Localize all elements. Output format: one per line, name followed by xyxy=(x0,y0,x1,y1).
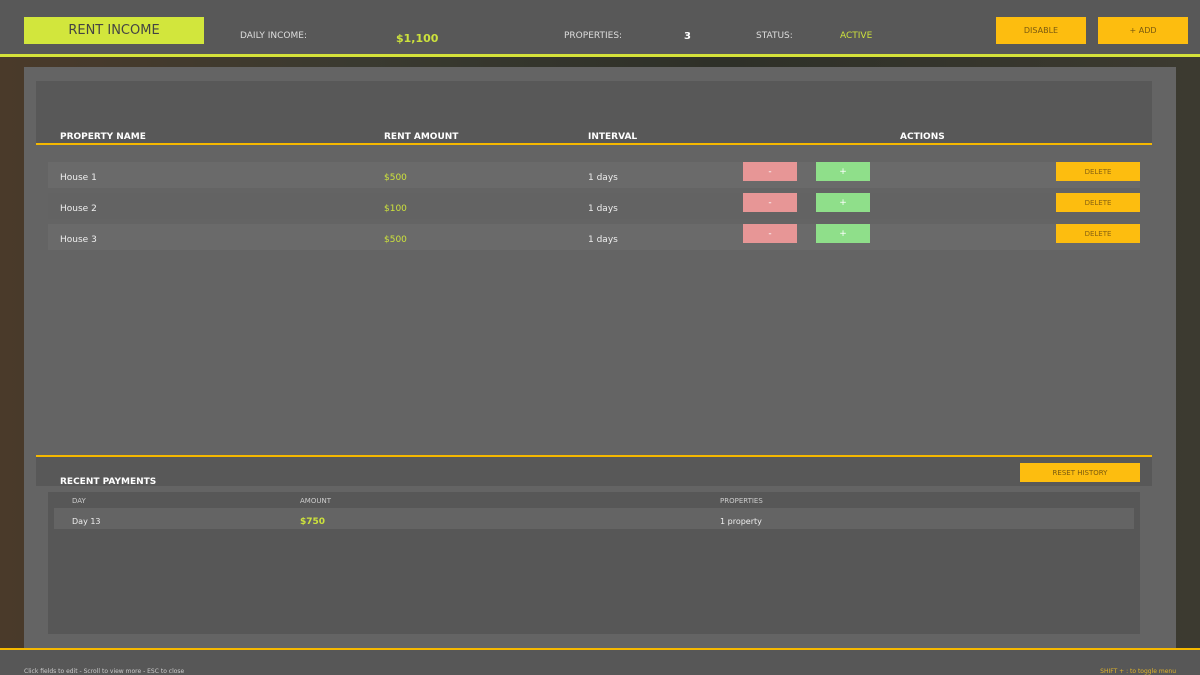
delete-button[interactable]: DELETE xyxy=(1056,162,1140,181)
payments-title: RECENT PAYMENTS xyxy=(60,477,157,487)
payment-day: Day 13 xyxy=(72,517,101,526)
app-title: RENT INCOME xyxy=(24,17,204,44)
col-amount: AMOUNT xyxy=(300,497,331,505)
header-divider xyxy=(0,54,1200,57)
increase-button[interactable]: + xyxy=(816,193,870,212)
payment-amount: $750 xyxy=(300,517,326,527)
col-actions: ACTIONS xyxy=(900,132,945,142)
disable-button[interactable]: DISABLE xyxy=(996,17,1086,44)
properties-header xyxy=(36,81,1152,145)
payment-properties: 1 property xyxy=(720,517,762,526)
property-row: House 2 $100 1 days - + DELETE xyxy=(48,193,1140,219)
interval[interactable]: 1 days xyxy=(588,204,618,214)
property-name[interactable]: House 2 xyxy=(60,204,97,214)
col-properties: PROPERTIES xyxy=(720,497,763,505)
property-row: House 3 $500 1 days - + DELETE xyxy=(48,224,1140,250)
col-rent-amount: RENT AMOUNT xyxy=(384,132,459,142)
decrease-button[interactable]: - xyxy=(743,193,797,212)
property-name[interactable]: House 3 xyxy=(60,235,97,245)
property-row: House 1 $500 1 days - + DELETE xyxy=(48,162,1140,188)
increase-button[interactable]: + xyxy=(816,224,870,243)
rent-amount[interactable]: $500 xyxy=(384,173,407,183)
rent-amount[interactable]: $100 xyxy=(384,204,407,214)
status-label: STATUS: xyxy=(756,31,793,41)
increase-button[interactable]: + xyxy=(816,162,870,181)
decrease-button[interactable]: - xyxy=(743,224,797,243)
properties-label: PROPERTIES: xyxy=(564,31,623,41)
rent-amount[interactable]: $500 xyxy=(384,235,407,245)
daily-income-value: $1,100 xyxy=(396,32,439,45)
payments-header xyxy=(36,455,1152,486)
interval[interactable]: 1 days xyxy=(588,235,618,245)
col-day: DAY xyxy=(72,497,86,505)
property-name[interactable]: House 1 xyxy=(60,173,97,183)
footer-hint: Click fields to edit - Scroll to view mo… xyxy=(24,668,185,675)
daily-income-label: DAILY INCOME: xyxy=(240,31,307,41)
footer-toggle-hint: SHIFT + : to toggle menu xyxy=(1100,668,1176,675)
delete-button[interactable]: DELETE xyxy=(1056,224,1140,243)
status-value: ACTIVE xyxy=(840,31,873,41)
interval[interactable]: 1 days xyxy=(588,173,618,183)
col-interval: INTERVAL xyxy=(588,132,638,142)
footer: Click fields to edit - Scroll to view mo… xyxy=(0,648,1200,675)
delete-button[interactable]: DELETE xyxy=(1056,193,1140,212)
reset-history-button[interactable]: RESET HISTORY xyxy=(1020,463,1140,482)
properties-count: 3 xyxy=(684,31,691,42)
payment-row: Day 13 $750 1 property xyxy=(54,508,1134,529)
payments-table: DAY AMOUNT PROPERTIES Day 13 $750 1 prop… xyxy=(48,492,1140,634)
col-property-name: PROPERTY NAME xyxy=(60,132,146,142)
add-button[interactable]: + ADD xyxy=(1098,17,1188,44)
decrease-button[interactable]: - xyxy=(743,162,797,181)
